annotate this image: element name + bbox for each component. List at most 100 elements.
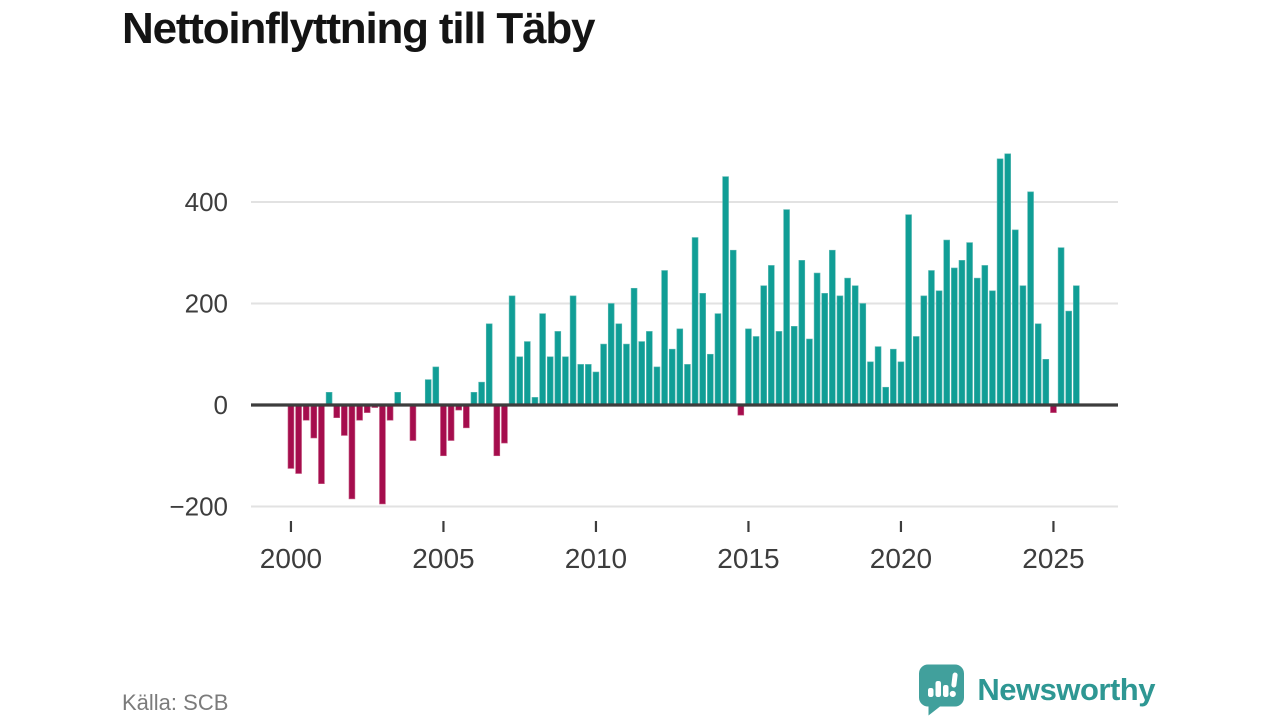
- bar-2001-Q3: 2001 Q3: -25: [333, 404, 340, 418]
- bar-2024-Q4: 2024 Q4: 90: [1042, 359, 1050, 406]
- bar-2024-Q3: 2024 Q3: 160: [1034, 323, 1042, 406]
- bar-2003-Q3: 2003 Q3: 25: [394, 392, 401, 406]
- bar-2020-Q2: 2020 Q2: 375: [905, 214, 912, 406]
- bar-2014-Q2: 2014 Q2: 450: [722, 176, 729, 406]
- bar-2007-Q1: 2007 Q1: -75: [501, 404, 508, 444]
- logo-exclamation: [950, 672, 958, 698]
- x-axis-label-2020: 2020: [870, 543, 932, 574]
- bar-2007-Q2: 2007 Q2: 215: [508, 295, 516, 406]
- chart-title: Nettoinflyttning till Täby: [122, 4, 596, 53]
- bar-2023-Q4: 2023 Q4: 345: [1012, 229, 1019, 406]
- bar-2012-Q1: 2012 Q1: 75: [653, 366, 661, 406]
- bar-2001-Q4: 2001 Q4: -60: [341, 404, 348, 436]
- bar-2000-Q1: 2000 Q1: -125: [287, 404, 295, 469]
- bar-2016-Q4: 2016 Q4: 285: [798, 260, 806, 406]
- bar-2010-Q2: 2010 Q2: 120: [600, 343, 607, 406]
- bar-2000-Q4: 2000 Q4: -65: [310, 404, 318, 439]
- bar-2017-Q3: 2017 Q3: 220: [821, 293, 828, 406]
- bar-2022-Q1: 2022 Q1: 285: [958, 260, 966, 406]
- bar-2006-Q3: 2006 Q3: 160: [485, 323, 493, 406]
- bar-2009-Q4: 2009 Q4: 80: [585, 364, 592, 406]
- bar-2015-Q4: 2015 Q4: 275: [768, 265, 775, 406]
- x-axis-label-2000: 2000: [260, 543, 322, 574]
- logo-bar-tall: [935, 681, 942, 697]
- bar-2013-Q2: 2013 Q2: 330: [691, 237, 699, 406]
- bar-2016-Q1: 2016 Q1: 145: [775, 331, 783, 406]
- bar-2023-Q1: 2023 Q1: 225: [989, 290, 996, 406]
- bar-2010-Q1: 2010 Q1: 65: [592, 371, 600, 406]
- x-axis-label-2010: 2010: [565, 543, 627, 574]
- newsworthy-logo-icon: [919, 664, 965, 716]
- bar-2003-Q2: 2003 Q2: -30: [386, 404, 394, 421]
- bar-2020-Q3: 2020 Q3: 135: [912, 336, 920, 406]
- bar-2013-Q3: 2013 Q3: 220: [699, 293, 706, 406]
- bar-2011-Q4: 2011 Q4: 145: [646, 331, 653, 406]
- bar-2011-Q2: 2011 Q2: 230: [630, 287, 638, 406]
- bar-2018-Q1: 2018 Q1: 215: [836, 295, 844, 406]
- bar-2001-Q1: 2001 Q1: -155: [318, 404, 325, 484]
- bar-2017-Q1: 2017 Q1: 130: [806, 338, 813, 406]
- bar-2025-Q4: 2025 Q4: 235: [1073, 285, 1080, 406]
- bar-2012-Q3: 2012 Q3: 110: [668, 348, 676, 406]
- bar-2004-Q3: 2004 Q3: 50: [424, 379, 432, 406]
- logo-bubble-shape: [919, 664, 965, 716]
- bar-2007-Q4: 2007 Q4: 125: [524, 341, 531, 406]
- bar-2016-Q3: 2016 Q3: 155: [790, 326, 798, 406]
- bar-2015-Q3: 2015 Q3: 235: [760, 285, 767, 406]
- y-axis-label-0: 0: [214, 390, 228, 420]
- bar-2018-Q4: 2018 Q4: 200: [859, 303, 867, 406]
- bar-2019-Q4: 2019 Q4: 110: [890, 348, 897, 406]
- bar-2019-Q2: 2019 Q2: 115: [874, 346, 882, 406]
- bar-2017-Q2: 2017 Q2: 260: [813, 272, 821, 406]
- bar-2003-Q1: 2003 Q1: -195: [379, 404, 386, 505]
- newsworthy-logo-text: Newsworthy: [977, 672, 1155, 707]
- bar-2005-Q2: 2005 Q2: -70: [447, 404, 455, 441]
- logo-bar-small: [928, 688, 934, 697]
- bar-2023-Q3: 2023 Q3: 495: [1004, 153, 1011, 406]
- bar-2010-Q4: 2010 Q4: 160: [615, 323, 623, 406]
- bar-2004-Q1: 2004 Q1: -70: [409, 404, 417, 441]
- bar-2025-Q2: 2025 Q2: 310: [1057, 247, 1065, 406]
- bar-2021-Q2: 2021 Q2: 225: [935, 290, 943, 406]
- bar-2019-Q1: 2019 Q1: 85: [867, 361, 874, 406]
- bar-2013-Q1: 2013 Q1: 80: [684, 364, 691, 406]
- bar-2009-Q3: 2009 Q3: 80: [577, 364, 584, 406]
- x-axis-label-2015: 2015: [717, 543, 779, 574]
- bar-2014-Q3: 2014 Q3: 305: [729, 249, 737, 406]
- logo-bar-medium: [943, 685, 949, 697]
- bar-2011-Q1: 2011 Q1: 120: [623, 343, 630, 406]
- bar-2014-Q1: 2014 Q1: 180: [714, 313, 722, 406]
- bar-2008-Q2: 2008 Q2: 180: [539, 313, 546, 406]
- bar-2016-Q2: 2016 Q2: 385: [783, 209, 790, 406]
- bar-2022-Q3: 2022 Q3: 250: [973, 277, 981, 406]
- y-axis-label-200: 200: [185, 289, 228, 319]
- bar-2000-Q2: 2000 Q2: -135: [295, 404, 302, 474]
- bar-2008-Q3: 2008 Q3: 95: [546, 356, 554, 406]
- bar-2025-Q3: 2025 Q3: 185: [1065, 310, 1072, 406]
- bar-2017-Q4: 2017 Q4: 305: [829, 249, 836, 406]
- bar-2021-Q3: 2021 Q3: 325: [943, 239, 950, 406]
- bar-2000-Q3: 2000 Q3: -30: [302, 404, 310, 421]
- bar-2022-Q2: 2022 Q2: 320: [966, 242, 973, 406]
- bar-2001-Q2: 2001 Q2: 25: [325, 392, 333, 406]
- bar-2023-Q2: 2023 Q2: 485: [996, 158, 1004, 406]
- bar-2006-Q1: 2006 Q1: 25: [470, 392, 478, 406]
- bar-2006-Q4: 2006 Q4: -100: [493, 404, 501, 457]
- x-axis-label-2005: 2005: [412, 543, 474, 574]
- source-label: Källa: SCB: [122, 690, 229, 715]
- bar-2021-Q1: 2021 Q1: 265: [928, 270, 935, 406]
- bar-2007-Q3: 2007 Q3: 95: [516, 356, 523, 406]
- bar-2021-Q4: 2021 Q4: 270: [951, 267, 958, 406]
- y-axis-label--200: −200: [169, 492, 228, 522]
- newsworthy-logo: Newsworthy: [918, 663, 1155, 717]
- bar-2008-Q4: 2008 Q4: 145: [554, 331, 562, 406]
- bar-2019-Q3: 2019 Q3: 35: [882, 386, 889, 406]
- bar-2022-Q4: 2022 Q4: 275: [981, 265, 989, 406]
- bar-2024-Q1: 2024 Q1: 235: [1019, 285, 1027, 406]
- x-axis-label-2025: 2025: [1022, 543, 1084, 574]
- bar-2009-Q1: 2009 Q1: 95: [562, 356, 569, 406]
